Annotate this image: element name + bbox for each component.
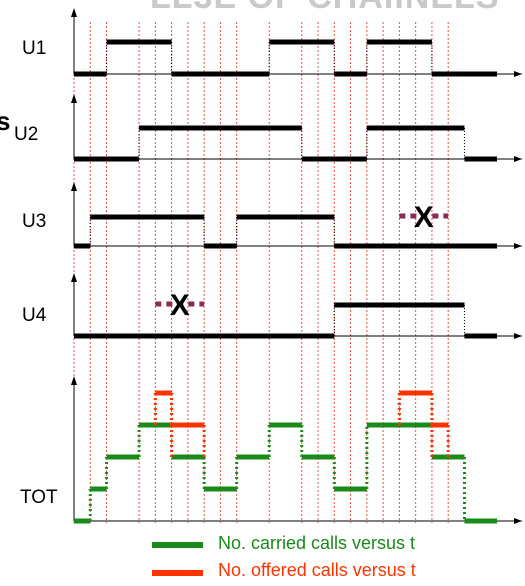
axis-arrow-count-4 — [71, 376, 77, 385]
axis-arrow-time-4 — [514, 518, 522, 524]
axis-arrow-count-0 — [71, 8, 77, 17]
axis-arrow-time-0 — [514, 71, 522, 77]
legend-label-offered: No. offered calls versus t — [218, 560, 416, 580]
blocked-mark-3-0: X — [170, 289, 190, 322]
row-label-u2: U2 — [14, 124, 39, 145]
axis-arrow-time-2 — [514, 243, 522, 249]
event-time-lines — [73, 22, 449, 523]
axis-arrow-count-2 — [71, 182, 77, 191]
legend-label-carried: No. carried calls versus t — [218, 533, 416, 553]
channel-rows: XX — [74, 39, 497, 339]
page-heading: LL3E OF CHAIINELS — [150, 0, 499, 17]
axis-arrow-count-3 — [71, 273, 77, 282]
axis-arrow-time-1 — [514, 156, 522, 162]
total-occupancy-plot — [74, 390, 497, 524]
left-edge-glyph: s — [0, 106, 11, 136]
axis-arrow-time-3 — [514, 333, 522, 339]
row-label-u4: U4 — [22, 305, 47, 326]
legend — [152, 542, 203, 576]
axis-arrow-count-1 — [71, 94, 77, 103]
row-label-tot: TOT — [20, 487, 58, 508]
row-label-u3: U3 — [22, 211, 47, 232]
blocked-mark-2-0: X — [414, 201, 434, 234]
row-label-u1: U1 — [22, 38, 47, 59]
